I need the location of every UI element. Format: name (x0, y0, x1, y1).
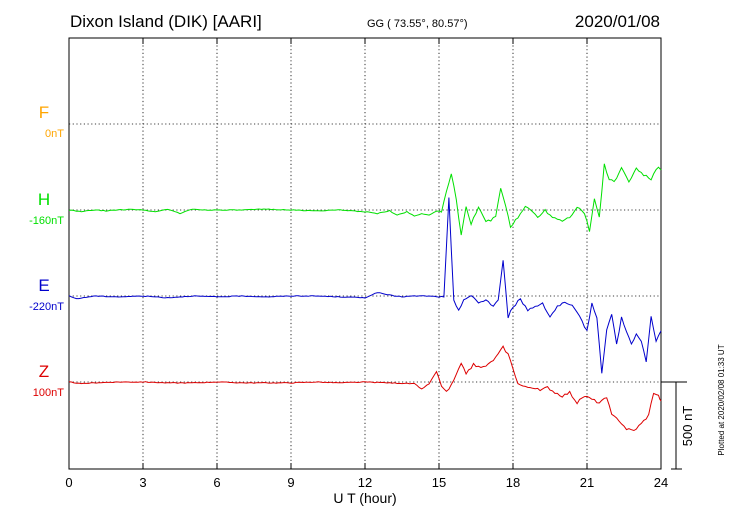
date-label: 2020/01/08 (575, 12, 660, 31)
scale-bar: 500 nT (661, 381, 695, 470)
x-tick-label: 6 (213, 475, 220, 490)
component-label-h: H (38, 190, 50, 209)
component-baseline-e: -220nT (29, 301, 64, 313)
x-axis-label: U T (hour) (333, 490, 396, 506)
trace-z (68, 345, 662, 432)
grid-lines (69, 38, 661, 469)
component-baseline-f: 0nT (45, 128, 64, 140)
scale-bar-label: 500 nT (680, 406, 695, 447)
trace-e (68, 197, 662, 374)
x-tick-label: 21 (580, 475, 594, 490)
x-tick-label: 3 (139, 475, 146, 490)
component-label-f: F (39, 103, 49, 122)
component-traces (68, 163, 662, 432)
component-baseline-h: -160nT (29, 215, 64, 227)
x-tick-label: 12 (358, 475, 372, 490)
x-tick-label: 15 (432, 475, 446, 490)
component-baseline-z: 100nT (33, 387, 64, 399)
x-tick-label: 18 (506, 475, 520, 490)
trace-h (68, 163, 662, 236)
x-tick-label: 9 (287, 475, 294, 490)
x-axis-ticks: 0 3 6 9 12 15 18 21 24 (65, 38, 668, 490)
plotted-timestamp: Plotted at 2020/02/08 01:33 UT (717, 344, 726, 455)
x-tick-label: 0 (65, 475, 72, 490)
component-label-z: Z (39, 362, 49, 381)
station-title: Dixon Island (DIK) [AARI] (70, 12, 262, 31)
component-labels: F 0nT H -160nT E -220nT Z 100nT (29, 103, 64, 399)
component-label-e: E (38, 276, 49, 295)
x-tick-label: 24 (654, 475, 668, 490)
coordinates-label: GG ( 73.55°, 80.57°) (367, 18, 468, 30)
